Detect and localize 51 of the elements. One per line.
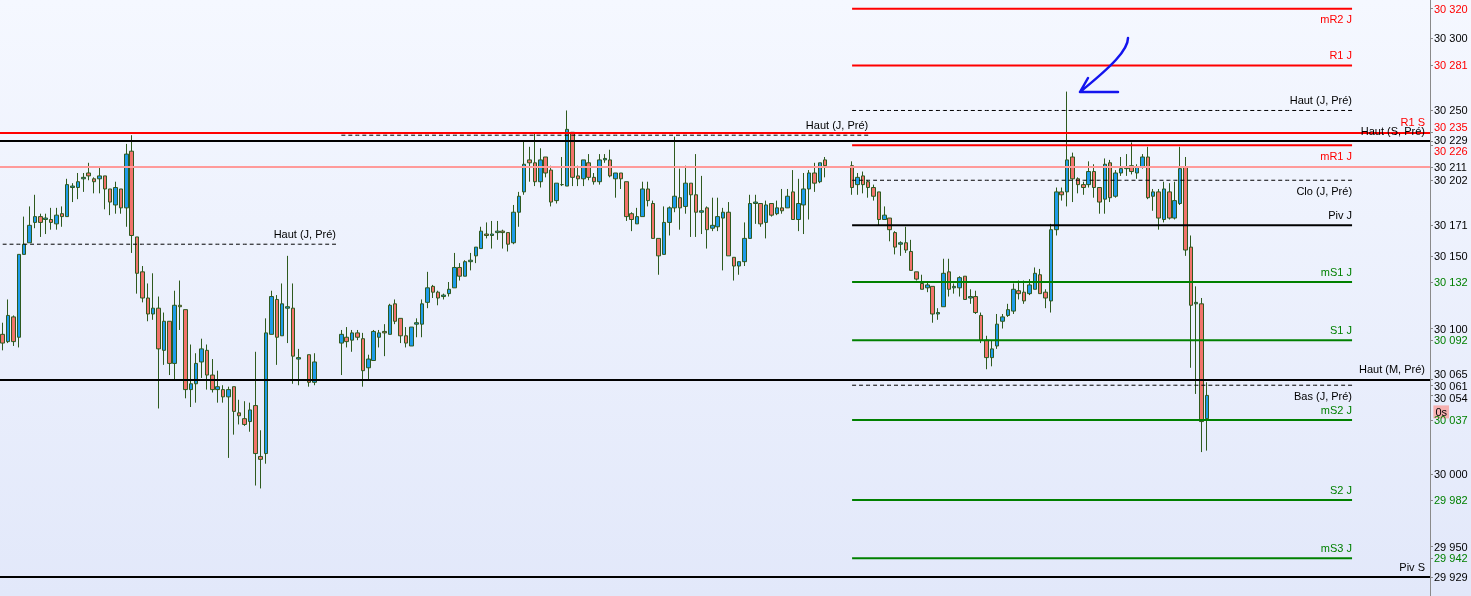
series-label: Piv J	[1328, 208, 1353, 221]
series-label: mS2 J	[1320, 403, 1353, 416]
y-tick-label: 30 171	[1434, 219, 1468, 232]
candlestick	[914, 271, 919, 282]
series-label: Haut (J, Pré)	[273, 227, 336, 240]
y-tick-label: 29 950	[1434, 540, 1468, 553]
candlestick	[86, 162, 91, 181]
y-tick-label: 30 092	[1434, 334, 1468, 347]
y-tick-label: 30 000	[1434, 467, 1468, 480]
y-tick-label: 30 235	[1434, 121, 1468, 134]
y-tick-label: 30 061	[1434, 380, 1468, 393]
candlestick	[27, 205, 32, 244]
y-tick-label: 30 250	[1434, 104, 1468, 117]
candlestick	[909, 239, 913, 271]
y-tick-label: 30 281	[1434, 59, 1468, 72]
candlestick	[995, 313, 999, 350]
y-tick-label: 30 202	[1434, 174, 1468, 187]
series-label: R1 J	[1329, 48, 1353, 61]
candlestick	[979, 312, 983, 344]
candlestick	[237, 399, 241, 425]
y-tick-label: 30 132	[1434, 276, 1468, 289]
y-tick-label: 29 929	[1434, 571, 1468, 584]
series-label: Clo (J, Pré)	[1296, 184, 1353, 197]
series-label: mR2 J	[1320, 13, 1353, 26]
series-label: mS3 J	[1320, 541, 1353, 554]
series-label: S1 J	[1330, 323, 1353, 336]
y-tick-label: 30 300	[1434, 31, 1468, 44]
series-label: mR1 J	[1320, 149, 1353, 162]
y-tick-label: 30 150	[1434, 249, 1468, 262]
ref-line-label: Piv S	[1399, 560, 1425, 573]
candlestick	[258, 429, 263, 489]
y-tick-label: 30 229	[1434, 134, 1468, 146]
series-label: Haut (J, Pré)	[1289, 93, 1353, 106]
candlestick	[447, 281, 451, 298]
y-tick-label: 30 320	[1434, 2, 1468, 15]
y-tick-label: 30 226	[1434, 145, 1468, 158]
candlestick	[1000, 313, 1005, 330]
y-tick-label: 30 211	[1434, 161, 1467, 174]
y-tick-label: 30 100	[1434, 322, 1468, 335]
y-tick-label: 29 982	[1434, 494, 1468, 507]
y-tick-label: 30 065	[1434, 368, 1468, 381]
series-label: Bas (J, Pré)	[1293, 389, 1353, 402]
series-label: mS1 J	[1320, 265, 1353, 278]
candlestick	[296, 348, 301, 386]
series-label: Haut (J, Pré)	[805, 118, 869, 131]
y-tick-label: 29 942	[1434, 552, 1468, 565]
candlestick	[81, 172, 86, 193]
candlestick	[522, 140, 526, 196]
ref-line-label: Haut (M, Pré)	[1358, 362, 1425, 375]
series-label: S2 J	[1330, 483, 1353, 496]
y-tick-label: 30 054	[1434, 392, 1468, 405]
